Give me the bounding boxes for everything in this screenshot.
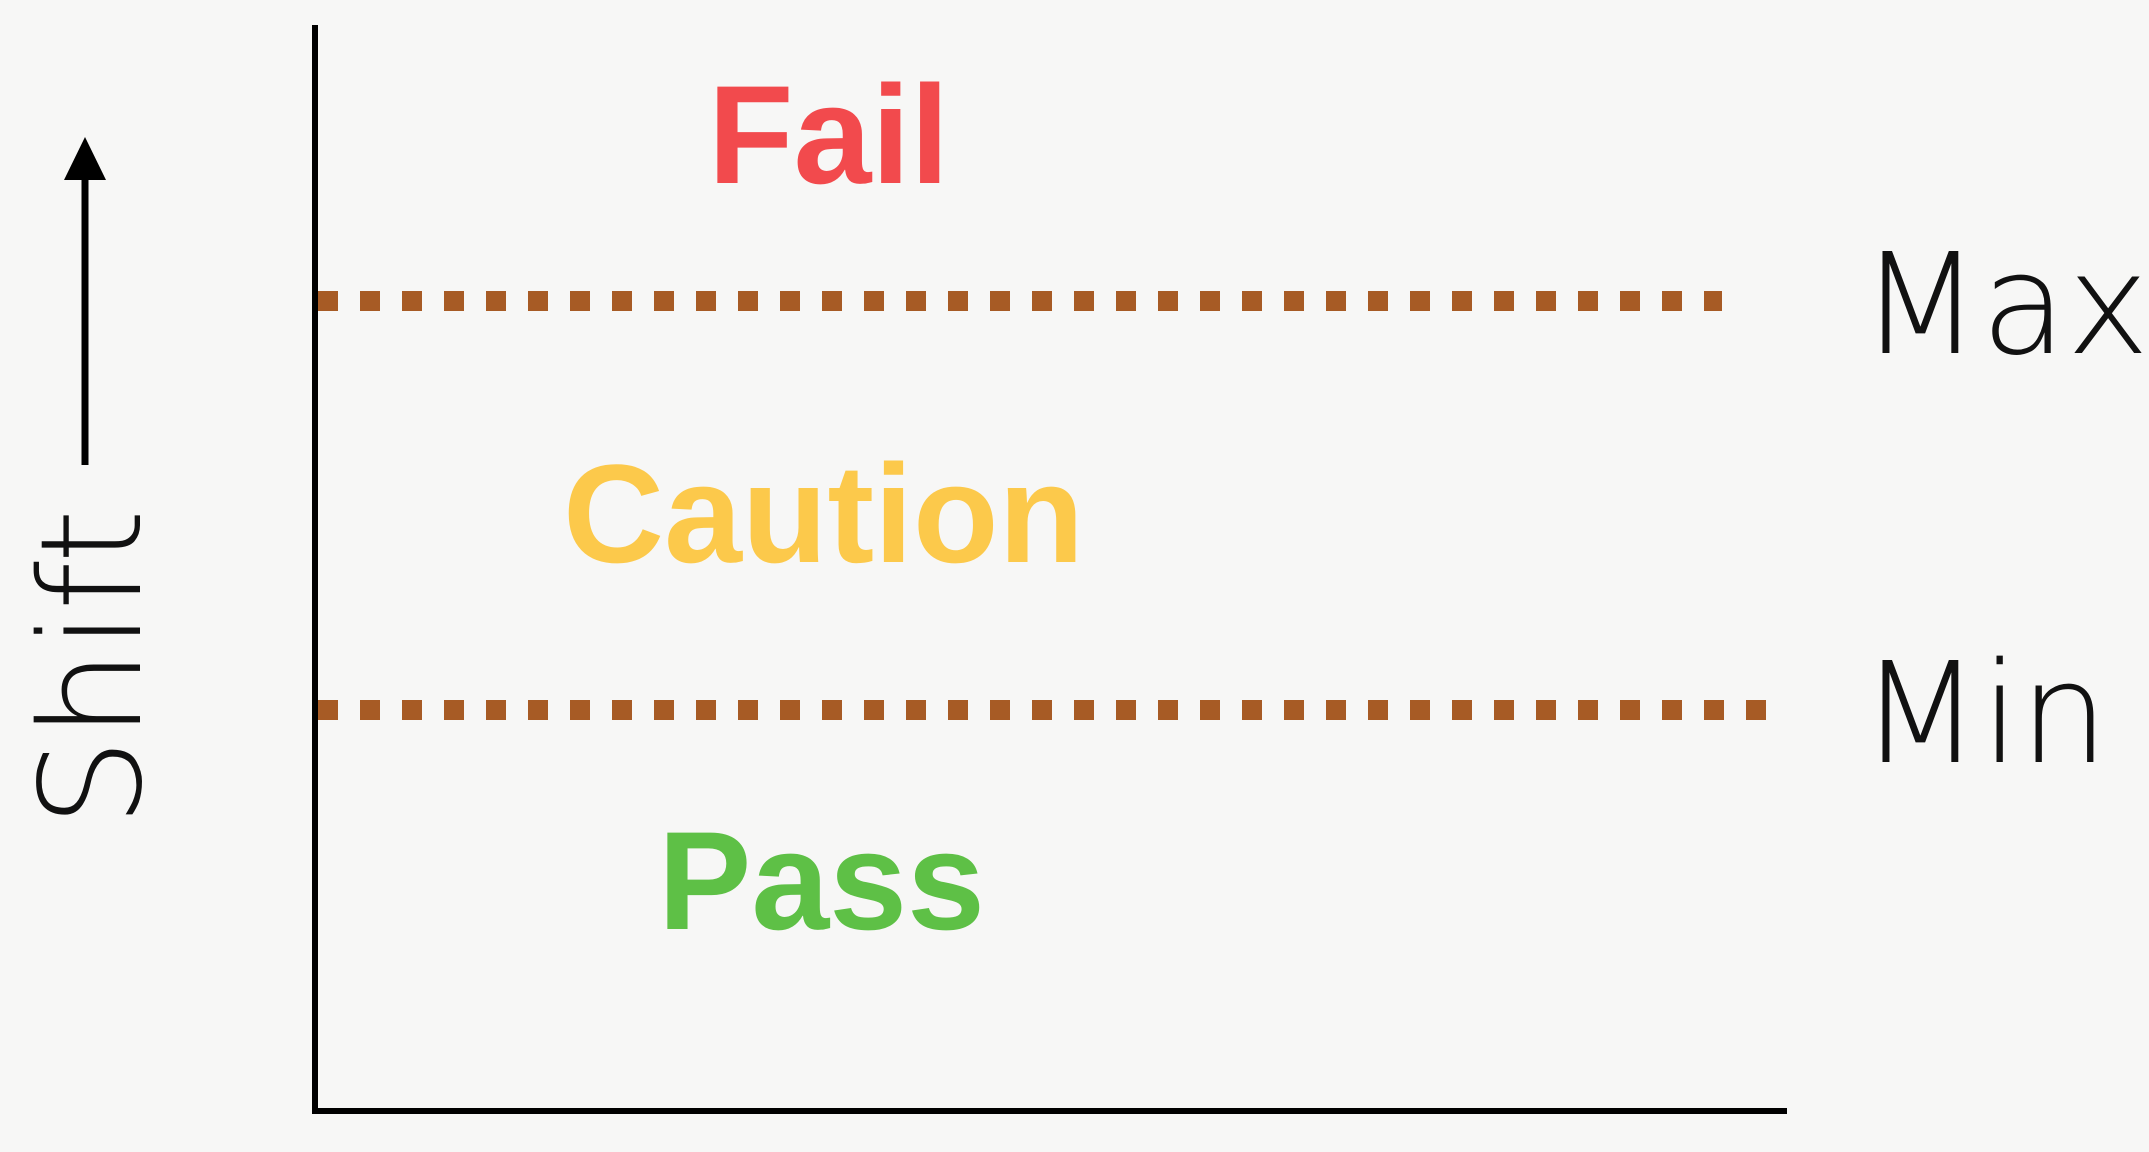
caution-zone-label: Caution: [563, 435, 1084, 592]
y-axis-title: Shift: [11, 509, 174, 827]
up-arrow-icon: [64, 137, 106, 465]
arrow-head: [64, 137, 106, 180]
fail-zone-label: Fail: [708, 56, 949, 213]
pass-zone-label: Pass: [658, 802, 985, 959]
min-label: Min: [1860, 633, 2108, 796]
max-label: Max: [1860, 224, 2149, 387]
